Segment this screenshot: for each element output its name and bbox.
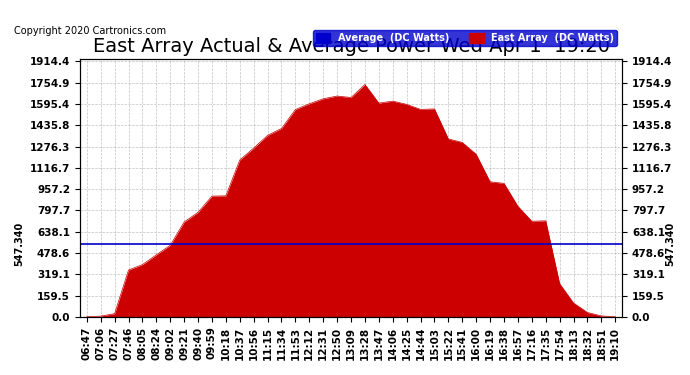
Legend: Average  (DC Watts), East Array  (DC Watts): Average (DC Watts), East Array (DC Watts… <box>313 30 618 46</box>
Title: East Array Actual & Average Power Wed Apr 1  19:20: East Array Actual & Average Power Wed Ap… <box>92 37 609 56</box>
Text: Copyright 2020 Cartronics.com: Copyright 2020 Cartronics.com <box>14 26 166 36</box>
Text: 547.340: 547.340 <box>666 222 676 266</box>
Text: 547.340: 547.340 <box>14 222 24 266</box>
